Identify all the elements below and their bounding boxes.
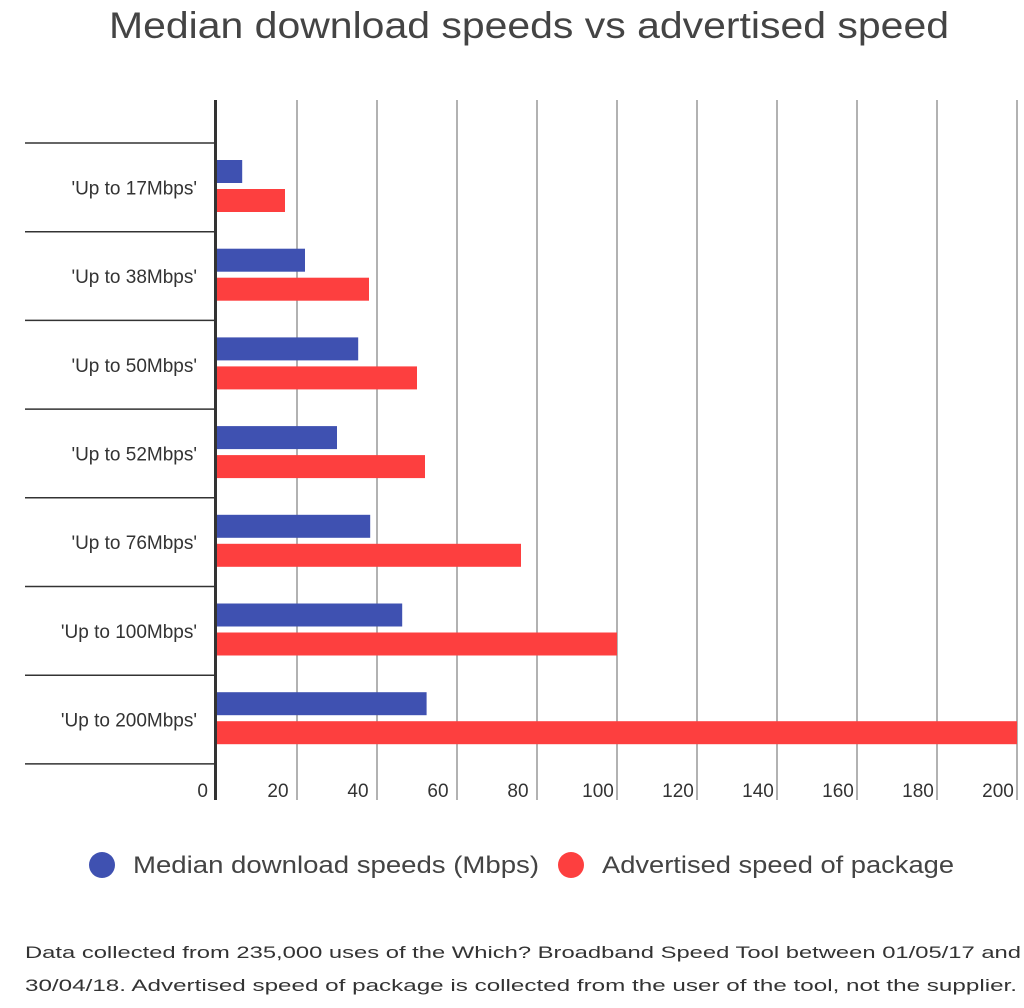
legend: Median download speeds (Mbps) Advertised … [89,852,954,879]
x-tick-label: 120 [662,781,694,802]
median-bar [217,248,305,272]
gridlines [25,100,1018,800]
x-tick-label: 140 [742,781,774,802]
category-label: 'Up to 17Mbps' [71,178,197,199]
bars [217,160,1017,745]
category-label: 'Up to 100Mbps' [61,622,197,643]
category-label: 'Up to 200Mbps' [61,711,197,732]
category-label: 'Up to 50Mbps' [71,356,197,377]
legend-label: Advertised speed of package [602,852,954,879]
median-bar [217,160,243,183]
median-bar [217,692,427,716]
legend-marker [89,852,115,878]
footnote-line-1: Data collected from 235,000 uses of the … [25,943,1021,962]
x-tick-label: 100 [582,781,614,802]
median-bar [217,337,359,361]
x-tick-label: 200 [982,781,1014,802]
advertised-bar [217,277,369,301]
x-tick-label: 80 [507,781,528,802]
x-tick-label: 0 [197,781,208,802]
legend-label: Median download speeds (Mbps) [133,852,539,879]
x-tick-label: 20 [267,781,288,802]
advertised-bar [217,543,521,567]
advertised-bar [217,189,285,212]
x-tick-labels: 0 20 40 60 80 100 120 140 160 180 200 [197,781,1013,802]
category-label: 'Up to 52Mbps' [71,444,197,465]
advertised-bar [217,721,1017,745]
legend-marker [558,852,584,878]
advertised-bar [217,632,617,656]
x-tick-label: 180 [902,781,934,802]
x-tick-label: 60 [427,781,448,802]
category-label: 'Up to 76Mbps' [71,533,197,554]
category-labels: 'Up to 17Mbps' 'Up to 38Mbps' 'Up to 50Mbp… [61,178,197,731]
chart-title: Median download speeds vs advertised spe… [109,5,949,46]
median-bar [217,426,337,450]
median-bar [217,514,371,538]
x-tick-label: 160 [822,781,854,802]
advertised-bar [217,366,417,390]
footnote-line-2: 30/04/18. Advertised speed of package is… [25,976,1017,995]
category-label: 'Up to 38Mbps' [71,267,197,288]
median-bar [217,603,403,627]
x-tick-label: 40 [347,781,368,802]
advertised-bar [217,455,425,479]
